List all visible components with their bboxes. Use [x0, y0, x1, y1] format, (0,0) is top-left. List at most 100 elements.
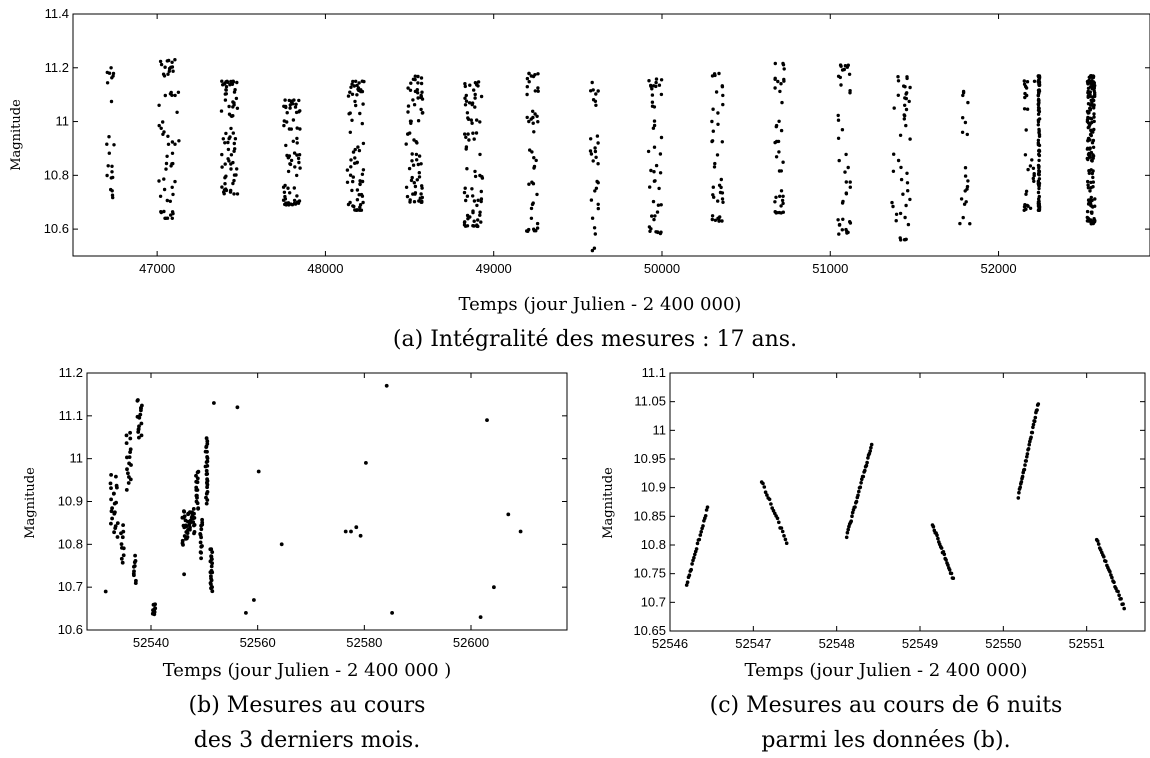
- data-point: [390, 611, 394, 615]
- data-point: [165, 198, 169, 203]
- data-point: [357, 193, 361, 197]
- data-point: [166, 72, 170, 76]
- x-tick-label: 52000: [980, 261, 1016, 276]
- data-point: [1036, 200, 1041, 204]
- data-point: [850, 510, 855, 515]
- data-point: [1022, 107, 1027, 111]
- data-point: [209, 547, 214, 552]
- panel-a-ylabel: Magnitude: [9, 99, 24, 171]
- data-point: [230, 80, 235, 85]
- data-point: [847, 72, 852, 77]
- data-point: [1033, 415, 1038, 420]
- data-point: [286, 186, 290, 190]
- data-point: [947, 568, 952, 572]
- data-point: [1086, 152, 1091, 157]
- data-point: [349, 165, 353, 169]
- data-point: [963, 166, 968, 170]
- data-point: [173, 179, 177, 184]
- data-point: [220, 165, 224, 169]
- data-point: [348, 111, 352, 115]
- data-point: [351, 175, 355, 179]
- data-point: [710, 214, 715, 218]
- data-point: [109, 521, 113, 526]
- data-point: [531, 109, 535, 114]
- data-point: [191, 520, 196, 524]
- data-point: [418, 196, 422, 200]
- data-point: [196, 469, 201, 474]
- data-point: [1088, 90, 1093, 94]
- data-point: [650, 93, 655, 97]
- data-point: [103, 589, 108, 594]
- data-point: [231, 131, 235, 135]
- data-point: [654, 163, 659, 168]
- data-point: [844, 191, 848, 195]
- data-point: [1022, 467, 1027, 472]
- data-point: [133, 553, 138, 558]
- data-point: [1037, 149, 1042, 153]
- data-point: [761, 481, 765, 486]
- data-point: [464, 99, 469, 103]
- data-point: [1088, 155, 1093, 159]
- data-point: [413, 184, 418, 189]
- data-point: [780, 100, 784, 105]
- data-point: [223, 182, 227, 186]
- data-point: [408, 88, 413, 93]
- data-point: [463, 186, 467, 190]
- y-tick-label: 10.65: [633, 623, 666, 638]
- data-point: [778, 194, 782, 198]
- data-point: [353, 99, 357, 104]
- data-point: [593, 146, 597, 150]
- data-point: [112, 530, 116, 535]
- data-point: [692, 555, 696, 560]
- data-point: [170, 140, 175, 144]
- data-point: [358, 182, 362, 187]
- data-point: [595, 134, 600, 138]
- data-point: [412, 200, 417, 204]
- data-point: [848, 180, 852, 184]
- data-point: [525, 76, 530, 81]
- data-point: [356, 86, 361, 90]
- data-point: [1086, 111, 1090, 115]
- data-point: [1036, 97, 1041, 102]
- data-point: [140, 403, 144, 408]
- data-point: [1036, 172, 1041, 176]
- data-point: [113, 510, 117, 515]
- data-point: [463, 103, 468, 107]
- data-point: [479, 189, 483, 194]
- data-point: [716, 199, 720, 203]
- data-point: [1092, 115, 1096, 119]
- data-point: [966, 179, 970, 183]
- data-point: [232, 173, 237, 177]
- data-point: [107, 135, 111, 139]
- data-point: [284, 203, 288, 207]
- data-point: [137, 424, 141, 429]
- data-point: [526, 229, 530, 233]
- data-point: [419, 162, 423, 166]
- data-point: [690, 562, 694, 566]
- data-point: [232, 178, 236, 183]
- data-point: [354, 79, 358, 84]
- data-point: [1091, 95, 1095, 100]
- data-point: [221, 137, 225, 141]
- y-tick-label: 10.8: [641, 537, 666, 552]
- data-point: [195, 493, 199, 498]
- x-tick-label: 47000: [139, 261, 175, 276]
- y-tick-label: 11: [70, 451, 84, 466]
- data-point: [475, 224, 479, 228]
- data-point: [844, 535, 849, 540]
- panel-c: 52546 52547 52548 52549 52550 52551 10.65 10.7 1…: [601, 365, 1146, 753]
- data-point: [183, 523, 188, 528]
- data-point: [159, 62, 164, 67]
- data-point: [684, 583, 689, 587]
- x-tick-label: 52580: [346, 635, 382, 650]
- panel-a-ticks: 47000 48000 49000 50000 51000 52000 10.6 10.8 11…: [44, 6, 1150, 276]
- data-point: [410, 152, 414, 156]
- data-point: [244, 611, 248, 615]
- data-point: [1121, 602, 1125, 606]
- data-point: [1037, 158, 1041, 163]
- data-point: [294, 102, 298, 107]
- data-point: [227, 104, 231, 109]
- data-point: [284, 105, 288, 110]
- data-point: [869, 445, 873, 450]
- data-point: [235, 106, 240, 111]
